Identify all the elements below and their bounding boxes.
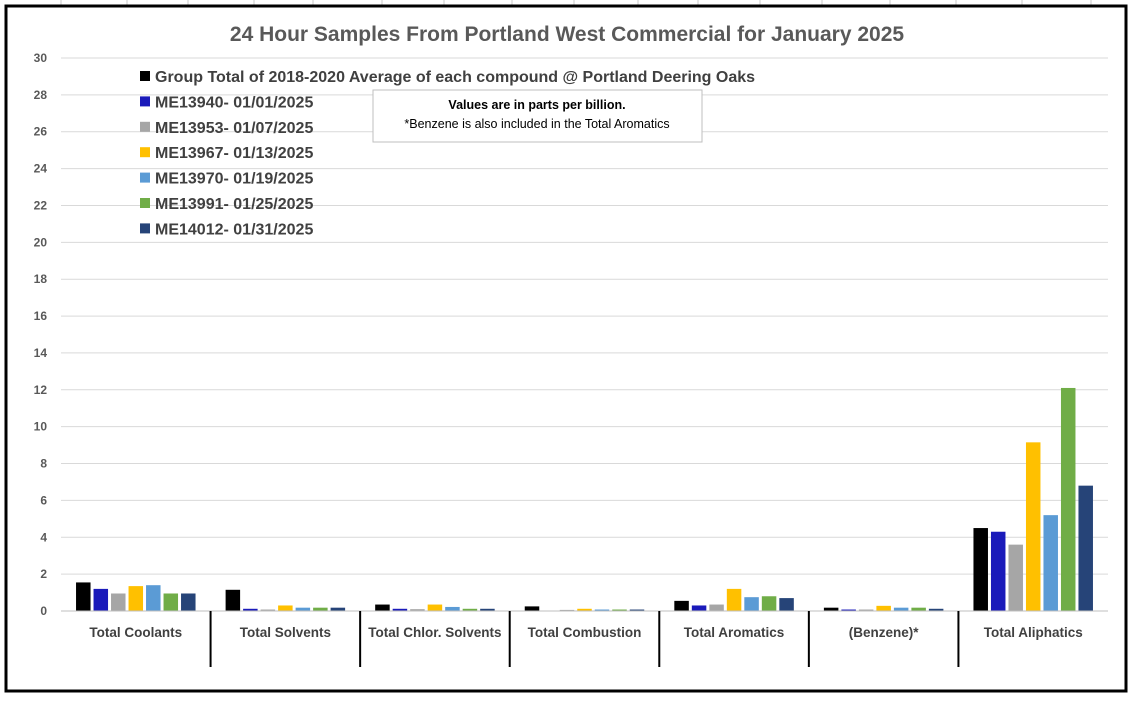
bar — [911, 607, 926, 611]
y-tick-label: 12 — [34, 383, 48, 397]
x-tick-label: Total Chlor. Solvents — [368, 625, 501, 640]
bar — [990, 531, 1006, 611]
legend-swatch — [140, 147, 150, 158]
bar — [1008, 544, 1023, 611]
y-tick-label: 18 — [34, 272, 48, 286]
bar — [928, 608, 944, 611]
bar — [629, 609, 645, 611]
legend-swatch — [140, 121, 150, 132]
bar — [1060, 387, 1076, 611]
legend-swatch — [140, 71, 150, 81]
legend-entry: ME13970- 01/19/2025 — [155, 171, 313, 188]
bar — [295, 607, 311, 611]
bar-series — [76, 387, 1093, 611]
bar — [674, 600, 689, 611]
bar — [823, 607, 839, 611]
legend-swatch — [140, 223, 150, 234]
bar — [524, 606, 540, 611]
bar — [1025, 442, 1041, 611]
bar — [1043, 515, 1058, 611]
y-tick-label: 6 — [40, 493, 47, 507]
bar — [330, 607, 346, 611]
y-tick-label: 14 — [34, 346, 48, 360]
legend-entry: ME13991- 01/25/2025 — [155, 196, 313, 213]
y-tick-label: 20 — [34, 235, 48, 249]
bar — [480, 608, 495, 611]
bar — [1078, 485, 1093, 611]
chart-title: 24 Hour Samples From Portland West Comme… — [230, 23, 904, 46]
bar — [181, 593, 196, 611]
bar — [76, 582, 91, 611]
bar — [577, 608, 592, 611]
bar — [93, 588, 109, 611]
x-tick-label: Total Combustion — [528, 625, 642, 640]
bar — [893, 607, 909, 611]
x-axis-category-labels: Total Coolants Total Solvents Total Chlor.… — [89, 625, 1082, 640]
bar — [462, 608, 478, 611]
sheet-strip — [0, 0, 1132, 6]
annotation-frame — [372, 89, 703, 143]
x-tick-label: Total Aliphatics — [984, 625, 1083, 640]
legend-entry: ME13940- 01/01/2025 — [155, 94, 313, 111]
gridlines — [61, 57, 1108, 575]
y-tick-label: 8 — [40, 457, 47, 471]
bar — [744, 597, 759, 611]
y-tick-label: 16 — [34, 309, 48, 323]
legend-swatch — [140, 198, 150, 208]
x-tick-label: Total Aromatics — [684, 625, 785, 640]
y-tick-label: 24 — [34, 162, 48, 176]
x-tick-label: Total Solvents — [240, 625, 331, 640]
x-axis — [61, 610, 1108, 667]
bar — [163, 593, 179, 611]
x-tick-label: (Benzene)* — [849, 625, 920, 640]
bar — [594, 609, 610, 611]
bar — [876, 605, 891, 611]
bar — [691, 605, 707, 611]
bar — [726, 588, 742, 611]
bar — [375, 604, 390, 611]
bar — [128, 586, 144, 611]
y-tick-label: 26 — [34, 125, 48, 139]
bar — [445, 606, 460, 611]
bar — [858, 609, 874, 611]
y-tick-label: 4 — [40, 530, 47, 544]
y-tick-label: 0 — [40, 604, 47, 618]
y-tick-label: 30 — [34, 51, 48, 65]
annotation-line-1: Values are in parts per billion. — [448, 98, 625, 112]
bar — [559, 609, 575, 611]
legend-entry: ME14012- 01/31/2025 — [155, 221, 313, 238]
legend-swatch — [140, 96, 150, 107]
bar — [392, 608, 408, 611]
annotation-line-2: *Benzene is also included in the Total A… — [404, 117, 669, 131]
bar — [841, 609, 856, 611]
y-tick-label: 10 — [34, 420, 48, 434]
bar — [709, 604, 724, 611]
bar — [313, 607, 328, 611]
bar — [111, 593, 126, 611]
bar — [973, 528, 988, 611]
legend-entry: ME13953- 01/07/2025 — [155, 120, 313, 137]
bar — [410, 609, 425, 611]
bar — [260, 609, 276, 611]
legend: Group Total of 2018-2020 Average of each… — [140, 69, 755, 238]
bar — [146, 585, 161, 611]
legend-swatch — [140, 172, 150, 183]
bar — [761, 596, 777, 611]
y-tick-label: 2 — [40, 567, 47, 581]
legend-entry: Group Total of 2018-2020 Average of each… — [155, 69, 755, 86]
y-tick-label: 22 — [34, 198, 48, 212]
y-tick-label: 28 — [34, 88, 48, 102]
bar — [278, 605, 293, 611]
x-tick-label: Total Coolants — [89, 625, 182, 640]
annotation-box: Values are in parts per billion. *Benzen… — [372, 89, 703, 143]
bar — [779, 598, 794, 611]
bar — [612, 609, 627, 611]
bar — [427, 604, 443, 611]
bar — [243, 608, 258, 611]
bar — [225, 589, 241, 611]
legend-entry: ME13967- 01/13/2025 — [155, 145, 313, 162]
